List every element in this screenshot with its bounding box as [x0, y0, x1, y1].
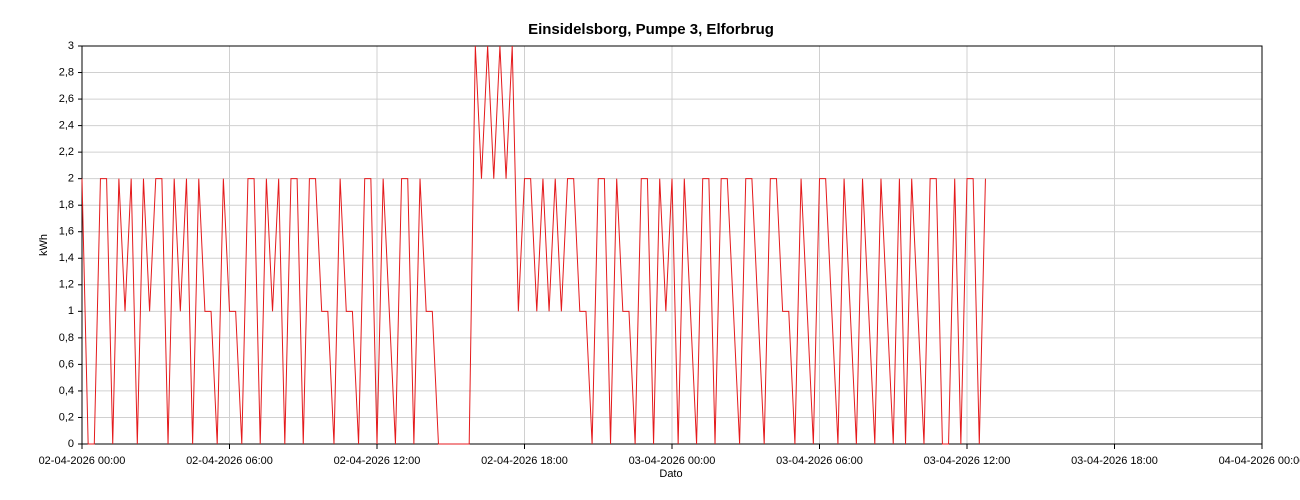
y-tick-label: 3	[68, 40, 74, 52]
y-tick-label: 0,6	[59, 358, 74, 370]
x-tick-label: 02-04-2026 00:00	[39, 455, 126, 467]
y-tick-label: 1	[68, 305, 74, 317]
x-tick-label: 03-04-2026 18:00	[1071, 455, 1158, 467]
x-axis-title: Dato	[659, 468, 682, 480]
x-tick-label: 03-04-2026 12:00	[924, 455, 1011, 467]
y-tick-label: 2,8	[59, 66, 74, 78]
plot-frame	[81, 45, 1263, 445]
x-tick-label: 02-04-2026 18:00	[481, 455, 568, 467]
y-tick-label: 2,6	[59, 93, 74, 105]
y-tick-label: 1,6	[59, 226, 74, 238]
y-tick-label: 2,4	[59, 120, 74, 132]
y-tick-label: 1,8	[59, 199, 74, 211]
series-line	[81, 45, 986, 445]
y-tick-label: 1,4	[59, 252, 74, 264]
chart-title: Einsidelsborg, Pumpe 3, Elforbrug	[528, 21, 774, 38]
y-tick-label: 0,4	[59, 385, 74, 397]
y-tick-label: 0,2	[59, 411, 74, 423]
y-tick-label: 0	[68, 438, 74, 450]
y-tick-label: 1,2	[59, 279, 74, 291]
x-tick-label: 04-04-2026 00:00	[1219, 455, 1300, 467]
x-tick-label: 03-04-2026 06:00	[776, 455, 863, 467]
y-tick-label: 2	[68, 173, 74, 185]
x-tick-label: 02-04-2026 06:00	[186, 455, 273, 467]
y-tick-label: 2,2	[59, 146, 74, 158]
y-axis-title: kWh	[38, 234, 50, 256]
y-tick-label: 0,8	[59, 332, 74, 344]
x-tick-label: 03-04-2026 00:00	[629, 455, 716, 467]
x-tick-label: 02-04-2026 12:00	[334, 455, 421, 467]
